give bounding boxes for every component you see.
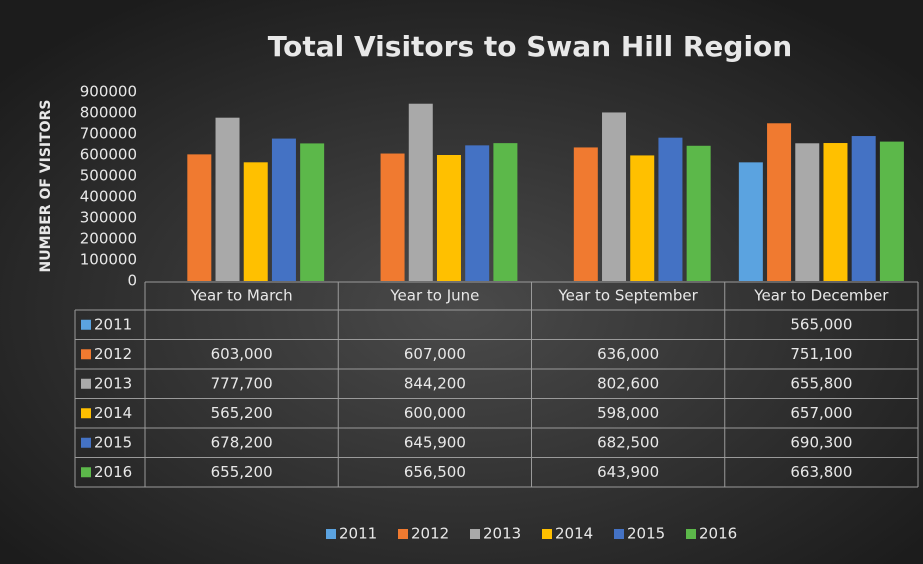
table-cell: 645,900: [404, 433, 466, 451]
table-cell: 678,200: [211, 433, 273, 451]
y-tick-label: 900000: [80, 83, 137, 101]
legend-label: 2016: [699, 525, 737, 543]
bar: [686, 145, 711, 281]
table-cell: 657,000: [790, 404, 852, 422]
y-tick-label: 0: [127, 272, 137, 290]
y-tick-label: 300000: [80, 209, 137, 227]
table-cell: 663,800: [790, 463, 852, 481]
table-cell: 844,200: [404, 374, 466, 392]
table-cell: 656,500: [404, 463, 466, 481]
table-row-label: 2012: [94, 345, 132, 363]
legend-label: 2013: [483, 525, 521, 543]
bar: [602, 112, 627, 281]
bar: [630, 155, 655, 281]
table-cell: 598,000: [597, 404, 659, 422]
table-legend-key: [81, 378, 91, 389]
legend-label: 2015: [627, 525, 665, 543]
table-cell: 636,000: [597, 345, 659, 363]
table-legend-key: [81, 349, 91, 360]
bar: [300, 143, 325, 281]
table-cell: 607,000: [404, 345, 466, 363]
bar: [851, 136, 876, 281]
table-cell: 802,600: [597, 374, 659, 392]
table-row-label: 2016: [94, 463, 132, 481]
bar: [243, 162, 268, 281]
legend-label: 2011: [339, 525, 377, 543]
chart-title: Total Visitors to Swan Hill Region: [268, 30, 792, 63]
bar: [380, 153, 405, 281]
table-legend-key: [81, 467, 91, 478]
y-tick-label: 400000: [80, 188, 137, 206]
bar: [215, 117, 240, 281]
y-tick-label: 700000: [80, 125, 137, 143]
table-cell: 603,000: [211, 345, 273, 363]
legend-key: [398, 529, 408, 539]
y-tick-label: 100000: [80, 251, 137, 269]
legend-key: [470, 529, 480, 539]
table-cell: 777,700: [211, 374, 273, 392]
table-legend-key: [81, 319, 91, 330]
table-cell: 565,000: [790, 315, 852, 333]
table-cell: 690,300: [790, 433, 852, 451]
legend-label: 2012: [411, 525, 449, 543]
bar: [823, 143, 848, 281]
bar: [738, 162, 763, 281]
legend-label: 2014: [555, 525, 593, 543]
y-tick-label: 500000: [80, 167, 137, 185]
table-cell: 655,800: [790, 374, 852, 392]
table-row-label: 2013: [94, 374, 132, 392]
bar: [408, 103, 433, 281]
table-cell: 565,200: [211, 404, 273, 422]
table-row-label: 2011: [94, 315, 132, 333]
table-legend-key: [81, 408, 91, 419]
bar: [767, 123, 792, 281]
bar: [795, 143, 820, 281]
table-cell: 682,500: [597, 433, 659, 451]
table-row-label: 2015: [94, 433, 132, 451]
table-row-label: 2014: [94, 404, 132, 422]
table-cell: 751,100: [790, 345, 852, 363]
y-tick-label: 200000: [80, 230, 137, 248]
bar: [493, 143, 518, 281]
bar: [187, 154, 212, 281]
table-cell: 643,900: [597, 463, 659, 481]
table-legend-key: [81, 437, 91, 448]
y-axis-label: NUMBER OF VISITORS: [38, 100, 54, 273]
x-tick-label: Year to March: [190, 287, 293, 305]
y-tick-label: 600000: [80, 146, 137, 164]
table-cell: 655,200: [211, 463, 273, 481]
legend-key: [326, 529, 336, 539]
legend-key: [542, 529, 552, 539]
x-tick-label: Year to September: [557, 287, 698, 305]
x-tick-label: Year to June: [389, 287, 479, 305]
bar: [658, 137, 683, 281]
bar: [573, 147, 598, 281]
legend-key: [686, 529, 696, 539]
table-cell: 600,000: [404, 404, 466, 422]
y-tick-label: 800000: [80, 104, 137, 122]
legend-key: [614, 529, 624, 539]
bar: [465, 145, 490, 281]
x-tick-label: Year to December: [753, 287, 889, 305]
bar: [436, 155, 461, 281]
bar: [879, 141, 904, 281]
bar: [271, 138, 296, 281]
